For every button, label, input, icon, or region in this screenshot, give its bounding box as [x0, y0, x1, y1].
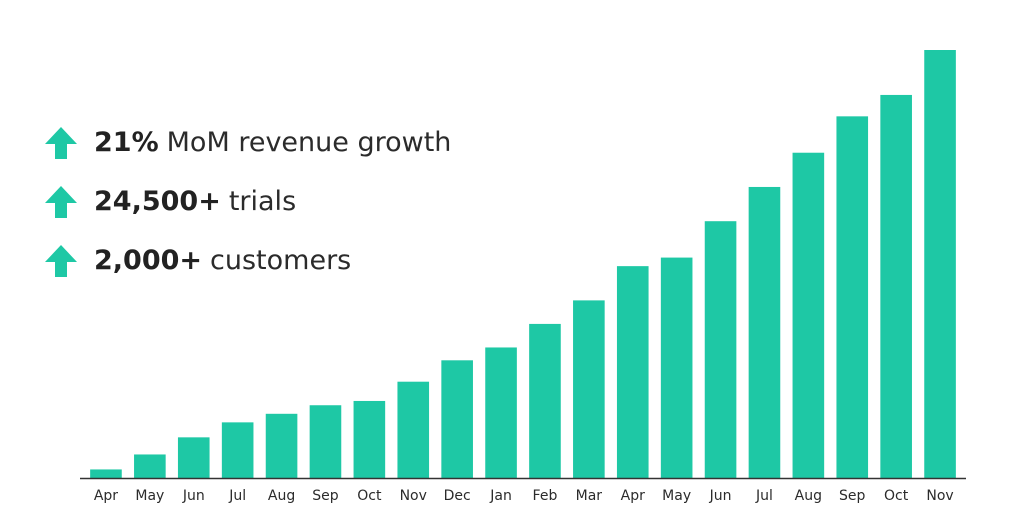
x-tick-label: Jul — [228, 488, 246, 504]
x-tick-label: Oct — [884, 488, 909, 504]
bar-apr-0 — [90, 469, 122, 478]
stat-text: 21% MoM revenue growth — [94, 127, 451, 158]
up-arrow-icon — [45, 126, 77, 159]
x-tick-label: Apr — [94, 488, 118, 504]
stats-list: 21% MoM revenue growth 24,500+ trials 2,00… — [44, 113, 451, 290]
bar-jul-15 — [748, 186, 781, 478]
bar-nov-7 — [397, 381, 430, 478]
bar-jan-9 — [485, 347, 517, 478]
x-tick-label: Jun — [709, 488, 732, 504]
x-tick-label: Jan — [489, 488, 512, 504]
bar-dec-8 — [441, 360, 473, 478]
x-tick-labels: Apr May Jun Jul Aug Sep Oct Nov Dec Jan Feb Mar Apr M… — [94, 488, 954, 504]
x-tick-label: Feb — [533, 488, 558, 504]
bar-sep-17 — [836, 116, 869, 478]
x-tick-label: Jun — [182, 488, 205, 504]
x-tick-label: Nov — [926, 488, 953, 504]
stat-customers: 2,000+ customers — [44, 231, 451, 290]
bar-oct-6 — [353, 400, 386, 478]
x-tick-label: Oct — [357, 488, 382, 504]
bar-jun-14 — [704, 221, 737, 478]
bar-may-13 — [660, 257, 693, 478]
x-tick-label: Dec — [444, 488, 471, 504]
stat-label: customers — [210, 245, 352, 276]
bar-feb-10 — [529, 323, 561, 478]
x-tick-label: Aug — [795, 488, 822, 504]
x-tick-label: Jul — [755, 488, 773, 504]
up-arrow-icon — [45, 185, 77, 218]
x-tick-label: Nov — [400, 488, 427, 504]
bar-jul-3 — [221, 422, 254, 478]
x-tick-label: May — [135, 488, 164, 504]
stat-text: 24,500+ trials — [94, 186, 296, 217]
bar-sep-5 — [309, 405, 342, 478]
bar-aug-16 — [792, 152, 825, 478]
x-tick-label: Sep — [839, 488, 866, 504]
bar-may-1 — [134, 454, 166, 478]
stat-text: 2,000+ customers — [94, 245, 351, 276]
bar-oct-18 — [880, 94, 912, 478]
x-tick-label: Mar — [576, 488, 603, 504]
x-tick-label: Sep — [312, 488, 339, 504]
stat-value: 21% — [94, 127, 159, 158]
x-tick-label: Apr — [621, 488, 645, 504]
stat-value: 2,000+ — [94, 245, 203, 276]
x-tick-label: Aug — [268, 488, 295, 504]
bar-jun-2 — [177, 437, 210, 478]
bar-aug-4 — [265, 413, 298, 478]
stat-trials: 24,500+ trials — [44, 172, 451, 231]
stat-label: trials — [228, 186, 297, 217]
up-arrow-icon — [45, 244, 77, 277]
stat-label: MoM revenue growth — [166, 127, 452, 158]
stat-revenue-growth: 21% MoM revenue growth — [44, 113, 451, 172]
bars-group — [90, 50, 956, 478]
bar-nov-19 — [924, 50, 956, 478]
bar-apr-12 — [616, 266, 649, 478]
x-tick-label: May — [662, 488, 691, 504]
stat-value: 24,500+ — [94, 186, 221, 217]
bar-mar-11 — [573, 300, 605, 478]
